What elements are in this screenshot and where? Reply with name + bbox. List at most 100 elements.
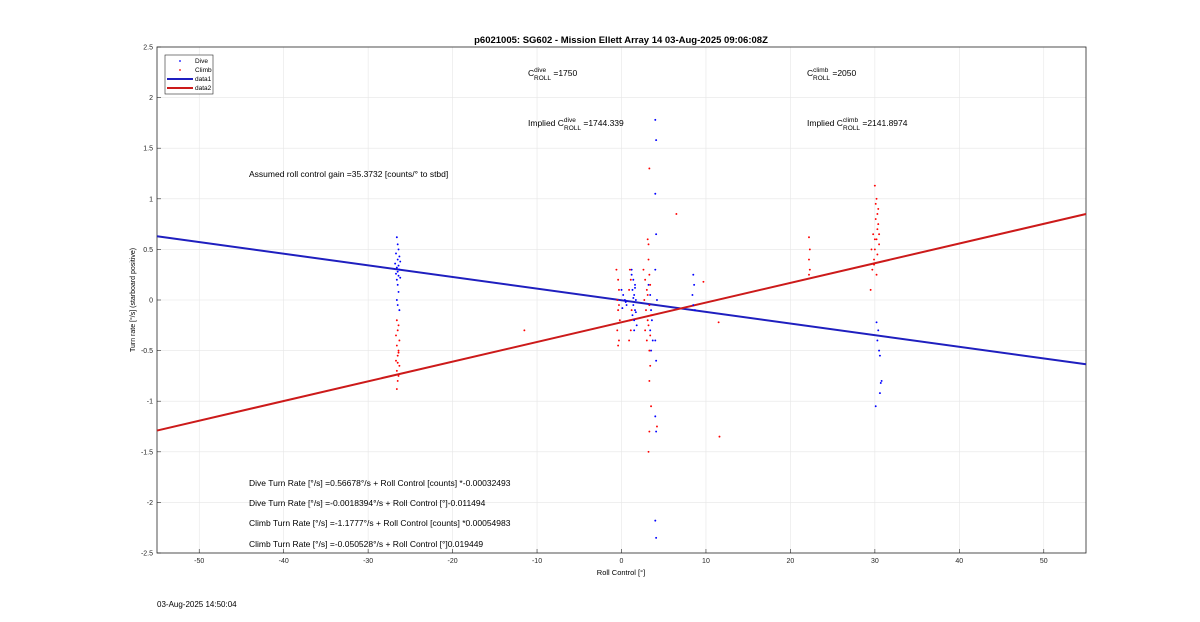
dive-point: [395, 272, 397, 275]
climb-point: [808, 248, 811, 251]
dive-point: [622, 293, 625, 296]
dive-point: [633, 319, 636, 322]
climb-point: [875, 197, 878, 200]
climb-point: [876, 213, 879, 215]
y-tick-label: 2.5: [143, 45, 153, 52]
climb-point: [646, 293, 649, 296]
dive-point: [630, 268, 633, 271]
dive-point: [394, 262, 397, 265]
legend-data2-label: data2: [195, 85, 212, 92]
climb-point: [873, 238, 876, 241]
x-tick-label: 0: [620, 558, 624, 565]
y-tick-label: -2.5: [141, 551, 153, 558]
y-tick-label: 0.5: [143, 247, 153, 254]
climb-point: [808, 236, 810, 239]
implied-dive-annotation: Implied Cdive ROLL =1744.339: [528, 117, 624, 132]
dive-point: [398, 268, 401, 271]
chart-title: p6021005: SG602 - Mission Ellett Array 1…: [474, 35, 768, 46]
dive-point: [398, 255, 401, 258]
climb-point: [647, 324, 650, 327]
dive-point: [654, 192, 657, 195]
y-tick-label: -1.5: [141, 449, 153, 456]
climb-point: [397, 351, 400, 354]
climb-point: [616, 299, 619, 301]
fit-line-data1: [156, 235, 1087, 366]
climb-point: [618, 319, 621, 322]
y-tick-label: -0.5: [141, 348, 153, 355]
climb-point: [646, 238, 649, 241]
fit-line-data2: [156, 213, 1087, 432]
climb-point: [647, 258, 650, 261]
climb-point: [649, 364, 652, 367]
x-tick-label: -20: [448, 558, 458, 565]
climb-point: [648, 304, 651, 307]
dive-point: [877, 329, 880, 332]
dive-point: [693, 283, 696, 286]
dive-point: [397, 264, 400, 267]
dive-point: [397, 290, 400, 293]
dive-point: [654, 118, 657, 121]
dive-point: [631, 288, 634, 291]
y-tick-label: -2: [147, 500, 153, 507]
climb-point: [644, 278, 647, 281]
climb-point: [649, 283, 652, 286]
climb-point: [874, 202, 877, 205]
dive-point: [650, 319, 653, 322]
dive-point: [632, 304, 635, 307]
data-marks: [156, 118, 1087, 539]
dive-point: [879, 382, 882, 384]
dive-point: [633, 293, 636, 296]
dive-point: [634, 283, 636, 286]
climb-point: [644, 329, 647, 332]
dive-point: [396, 243, 399, 246]
dive-point: [655, 359, 658, 362]
climb-point: [808, 258, 810, 261]
climb-point: [650, 314, 653, 317]
climb-point: [878, 233, 881, 236]
climb-point: [870, 248, 873, 251]
dive-point: [691, 293, 694, 296]
climb-c-roll-annotation: Cclimb ROLL =2050: [807, 67, 856, 82]
climb-point: [875, 273, 878, 276]
climb-point: [648, 167, 651, 170]
climb-point: [396, 354, 399, 357]
y-tick-label: 0: [149, 298, 153, 305]
climb-point: [648, 273, 651, 276]
climb-point: [718, 435, 721, 438]
legend-climb-label: Climb: [195, 67, 212, 74]
climb-point: [398, 339, 401, 342]
x-tick-label: 20: [787, 558, 795, 565]
axis-ticks: -50 -40 -30 -20 -10 0 10 20 30 40 50-2.5-2-1.5-1-0…: [141, 45, 1048, 566]
climb-point: [648, 380, 651, 382]
climb-point: [398, 364, 401, 367]
dive-point: [694, 309, 696, 312]
y-tick-label: 1: [149, 196, 153, 203]
climb-point: [650, 405, 653, 408]
dive-point: [655, 139, 658, 142]
dive-point: [396, 270, 399, 273]
climb-point: [642, 268, 645, 271]
climb-point: [628, 339, 631, 342]
climb-point: [874, 218, 877, 220]
climb-point: [628, 268, 631, 271]
climb-point: [871, 268, 874, 271]
dive-point: [395, 236, 398, 239]
dive-point: [625, 304, 628, 307]
x-tick-label: -40: [279, 558, 289, 565]
legend-climb-marker: [179, 69, 181, 71]
dive-point: [634, 286, 636, 289]
climb-point: [872, 233, 875, 236]
dive-point: [635, 324, 638, 327]
climb-point: [628, 319, 631, 322]
climb-point: [617, 344, 620, 347]
dive-point: [633, 329, 636, 332]
dive-point: [395, 266, 398, 269]
dive-point: [397, 248, 400, 251]
dive-point: [630, 273, 633, 276]
climb-point: [649, 334, 652, 337]
climb-point: [645, 339, 648, 342]
climb-point: [873, 184, 876, 187]
climb-point: [648, 349, 651, 352]
dive-point: [634, 299, 637, 301]
